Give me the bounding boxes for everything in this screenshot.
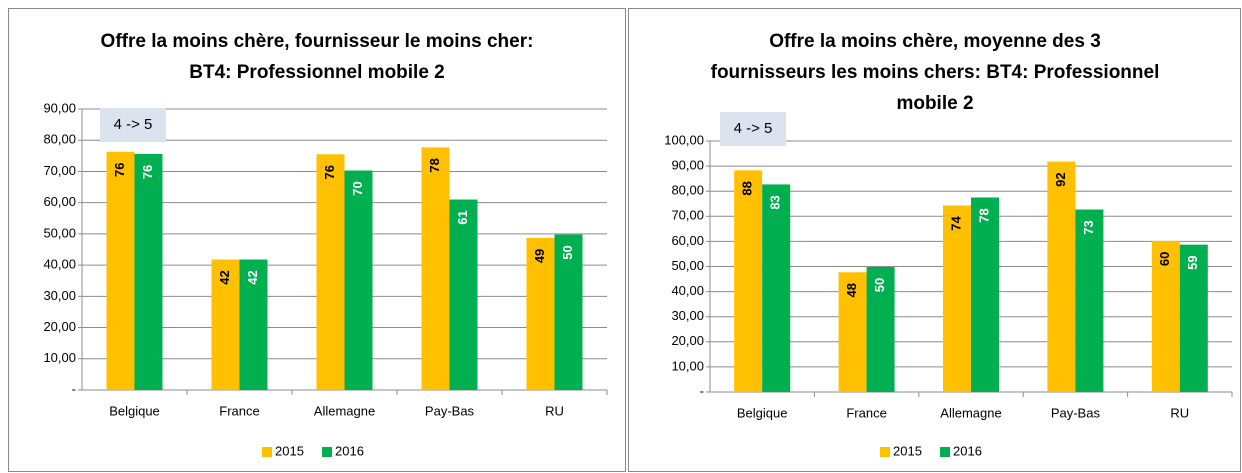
y-tick-label: 90,00 [671, 158, 704, 173]
data-label: 74 [948, 216, 963, 231]
x-tick-label: Allemagne [314, 403, 375, 418]
bar [1075, 209, 1104, 392]
x-tick-label: RU [1170, 405, 1189, 420]
panel-border [628, 8, 1241, 472]
y-tick-label: 80,00 [43, 132, 76, 147]
bar [1047, 161, 1076, 392]
y-tick-label: 10,00 [43, 350, 76, 365]
data-label: 78 [427, 158, 442, 172]
y-tick-label: 60,00 [43, 194, 76, 209]
y-tick-label: 10,00 [671, 358, 704, 373]
chart-title: Offre la moins chère, fournisseur le moi… [101, 31, 534, 52]
x-tick-label: Pay-Bas [425, 403, 475, 418]
bar [554, 234, 583, 390]
chart-title: fournisseurs les moins chers: BT4: Profe… [711, 62, 1160, 83]
data-label: 76 [322, 165, 337, 179]
y-tick-label: 40,00 [671, 283, 704, 298]
data-label: 76 [112, 163, 127, 177]
y-tick-label: 20,00 [671, 333, 704, 348]
bar [526, 237, 555, 390]
annotation-box [720, 112, 786, 146]
y-tick-label: 30,00 [43, 288, 76, 303]
chart-title: BT4: Professionnel mobile 2 [189, 62, 445, 83]
legend-swatch [322, 447, 332, 457]
y-tick-label: 70,00 [43, 163, 76, 178]
bar [211, 259, 240, 390]
x-tick-label: France [219, 403, 259, 418]
bar [421, 147, 450, 390]
bar [1151, 240, 1180, 392]
legend-label: 2016 [953, 443, 982, 458]
y-tick-label: 50,00 [43, 225, 76, 240]
y-tick-label: 90,00 [43, 100, 76, 115]
chart-title: mobile 2 [896, 93, 973, 114]
y-tick-label: - [72, 381, 76, 396]
data-label: 59 [1185, 255, 1200, 269]
x-tick-label: RU [545, 403, 564, 418]
data-label: 48 [844, 283, 859, 297]
data-label: 92 [1053, 172, 1068, 186]
bar [106, 151, 135, 390]
legend-swatch [262, 447, 272, 457]
y-tick-label: 20,00 [43, 319, 76, 334]
data-label: 42 [245, 270, 260, 284]
bar [734, 170, 763, 392]
data-label: 60 [1157, 252, 1172, 266]
bar [838, 272, 867, 392]
x-tick-label: Pay-Bas [1051, 405, 1101, 420]
annotation: 4 -> 5 [734, 120, 773, 137]
bar [316, 154, 345, 390]
data-label: 61 [455, 210, 470, 224]
y-tick-label: 50,00 [671, 258, 704, 273]
data-label: 50 [560, 245, 575, 259]
y-tick-label: 60,00 [671, 233, 704, 248]
data-label: 76 [140, 165, 155, 179]
bar [762, 184, 791, 392]
y-tick-label: 40,00 [43, 257, 76, 272]
legend-swatch [880, 447, 890, 457]
chart-title: Offre la moins chère, moyenne des 3 [769, 31, 1101, 52]
bar [449, 199, 478, 390]
y-tick-label: 70,00 [671, 208, 704, 223]
legend-label: 2016 [335, 443, 364, 458]
bar [239, 259, 268, 390]
y-tick-label: - [700, 383, 704, 398]
bar [344, 170, 373, 390]
x-tick-label: France [846, 405, 886, 420]
data-label: 70 [350, 181, 365, 195]
y-tick-label: 80,00 [671, 183, 704, 198]
annotation: 4 -> 5 [114, 116, 153, 133]
bar [943, 205, 971, 392]
bar [134, 153, 163, 390]
data-label: 73 [1081, 220, 1096, 234]
y-tick-label: 100,00 [664, 132, 704, 147]
legend-label: 2015 [893, 443, 922, 458]
bar [866, 267, 895, 392]
annotation-box [100, 108, 166, 142]
data-label: 78 [976, 208, 991, 222]
bar [1179, 244, 1208, 392]
x-tick-label: Belgique [737, 405, 788, 420]
x-tick-label: Belgique [109, 403, 160, 418]
legend-label: 2015 [275, 443, 304, 458]
bar [971, 197, 999, 392]
data-label: 50 [872, 278, 887, 292]
data-label: 83 [768, 195, 783, 209]
x-tick-label: Allemagne [940, 405, 1001, 420]
data-label: 42 [217, 270, 232, 284]
y-tick-label: 30,00 [671, 308, 704, 323]
data-label: 49 [532, 249, 547, 263]
data-label: 88 [740, 181, 755, 195]
legend-swatch [940, 447, 950, 457]
